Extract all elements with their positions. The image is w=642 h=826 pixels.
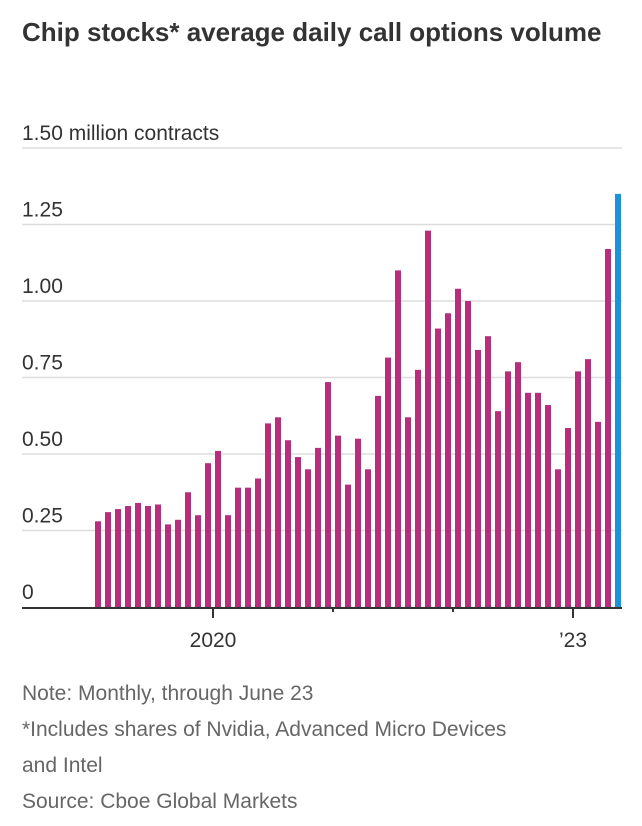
bar xyxy=(205,463,211,607)
bar xyxy=(285,440,291,607)
bar xyxy=(345,484,351,607)
bar xyxy=(335,435,341,607)
bar xyxy=(515,362,521,607)
bar xyxy=(505,371,511,607)
bar xyxy=(425,230,431,607)
bar xyxy=(525,392,531,607)
bar xyxy=(385,357,391,607)
bar xyxy=(465,301,471,607)
bar xyxy=(235,487,241,607)
bar xyxy=(165,524,171,607)
bar xyxy=(415,369,421,607)
bar xyxy=(105,512,111,607)
y-tick-label: 0.25 xyxy=(22,505,63,528)
y-tick-label: 0.50 xyxy=(22,428,63,451)
bar xyxy=(305,469,311,607)
source-text: Source: Cboe Global Markets xyxy=(22,790,298,813)
bar xyxy=(175,519,181,607)
bar xyxy=(445,313,451,607)
bar xyxy=(325,382,331,607)
bar xyxy=(595,421,601,607)
y-tick-label: 1.25 xyxy=(22,199,63,222)
bar xyxy=(605,248,611,608)
bar xyxy=(185,492,191,607)
bar xyxy=(195,515,201,607)
bar xyxy=(115,509,121,607)
y-tick-label: 0 xyxy=(22,581,34,604)
bar xyxy=(485,336,491,607)
bar xyxy=(575,371,581,607)
y-axis-labels: 0 0.25 0.50 0.75 1.00 1.25 1.50 million contra… xyxy=(22,122,219,604)
bar xyxy=(535,392,541,607)
gridlines xyxy=(22,147,622,532)
bar xyxy=(245,487,251,607)
y-tick-label: 1.50 million contracts xyxy=(22,122,219,145)
bar xyxy=(155,504,161,607)
bar xyxy=(405,417,411,607)
bar xyxy=(295,457,301,607)
bar xyxy=(95,521,101,607)
bar xyxy=(355,438,361,607)
bar xyxy=(475,349,481,607)
y-tick-label: 1.00 xyxy=(22,275,63,298)
bar xyxy=(585,359,591,607)
bar xyxy=(225,515,231,607)
bar xyxy=(375,395,381,607)
bar xyxy=(555,469,561,607)
y-tick-label: 0.75 xyxy=(22,352,63,375)
bar xyxy=(455,288,461,607)
bar xyxy=(495,411,501,607)
bar xyxy=(565,427,571,607)
bar-highlight xyxy=(615,193,621,607)
note-text: Note: Monthly, through June 23 xyxy=(22,682,314,705)
chart-title: Chip stocks* average daily call options … xyxy=(22,17,602,47)
x-axis: 2020 ’23 xyxy=(22,607,622,652)
x-tick-label: ’23 xyxy=(559,629,587,652)
bar xyxy=(145,506,151,607)
bar xyxy=(265,423,271,607)
bar xyxy=(435,328,441,607)
footnote-text-cont: and Intel xyxy=(22,754,103,777)
bar xyxy=(215,450,221,607)
bars xyxy=(95,193,621,608)
bar xyxy=(545,405,551,607)
bar xyxy=(275,417,281,607)
bar xyxy=(315,447,321,607)
bar xyxy=(255,478,261,607)
chart-notes: Note: Monthly, through June 23 *Includes… xyxy=(22,676,632,820)
footnote-text: *Includes shares of Nvidia, Advanced Mic… xyxy=(22,718,507,741)
bar xyxy=(125,506,131,607)
bar xyxy=(135,502,141,607)
x-tick-label: 2020 xyxy=(190,629,237,652)
bar xyxy=(395,270,401,607)
bar xyxy=(365,469,371,607)
